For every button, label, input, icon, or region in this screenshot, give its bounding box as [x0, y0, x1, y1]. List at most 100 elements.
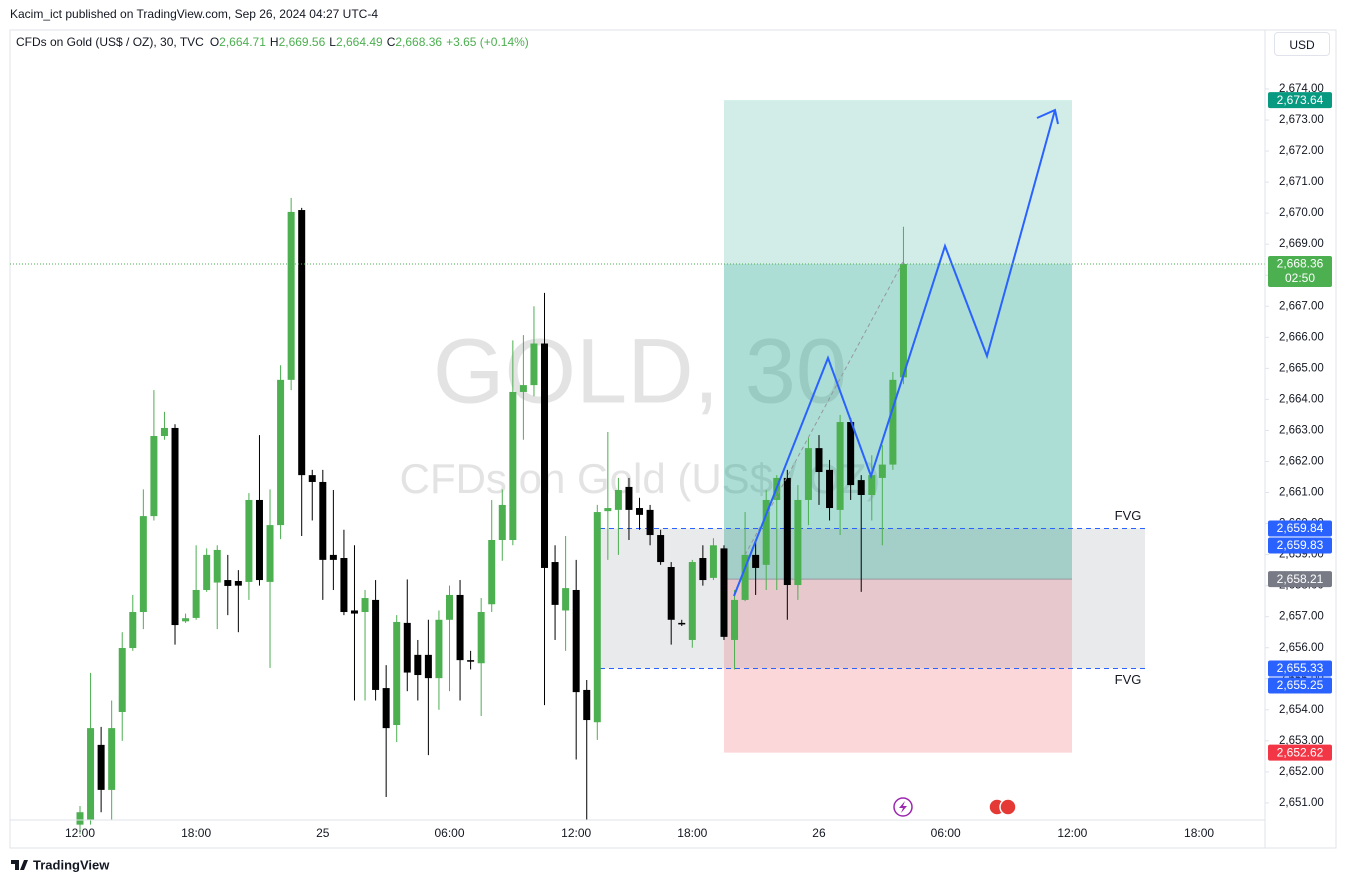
price-label-box — [1268, 677, 1332, 694]
price-label: 2,658.21 — [1277, 572, 1324, 586]
ohlc-key: L — [329, 35, 336, 49]
candle-body — [709, 545, 717, 578]
candle-body — [477, 612, 485, 664]
price-label-box — [1268, 571, 1332, 588]
candle-body — [319, 481, 327, 560]
price-label-box — [1268, 660, 1332, 677]
candle-body — [826, 469, 834, 509]
price-label: 2,652.62 — [1277, 745, 1324, 759]
ohlc-key: O — [209, 35, 220, 49]
candle-body — [614, 490, 622, 510]
candle-body — [118, 648, 126, 712]
candle-body — [76, 812, 84, 825]
target-zone — [724, 100, 1072, 580]
y-tick-label: 2,671.00 — [1279, 176, 1324, 188]
projection-path — [733, 109, 1056, 597]
candle-body — [277, 379, 285, 526]
candle-body — [171, 427, 179, 626]
watermark: GOLD, 30 CFDs on Gold (US$ / OZ) — [400, 320, 881, 502]
candle-body — [794, 499, 802, 586]
ohlc-value: 2,664.49 — [335, 35, 383, 49]
y-tick-label: 2,667.00 — [1279, 300, 1324, 312]
price-label: 2,659.83 — [1277, 538, 1324, 552]
ohlc-key: H — [269, 35, 279, 49]
candle-body — [203, 554, 211, 590]
price-label: 2,673.64 — [1277, 93, 1324, 107]
x-tick-label: 12:00 — [65, 826, 95, 840]
projection-arrowhead — [1036, 108, 1059, 125]
price-label-box — [1268, 92, 1332, 109]
candle-body — [393, 621, 401, 726]
candle-body — [878, 464, 886, 478]
y-tick-label: 2,651.00 — [1279, 797, 1324, 809]
price-label-box — [1268, 520, 1332, 537]
candle-body — [667, 567, 675, 620]
price-label-countdown: 02:50 — [1285, 271, 1315, 285]
candle-body — [160, 427, 168, 437]
symbol-legend: CFDs on Gold (US$ / OZ), 30, TVC O2,664.… — [16, 35, 529, 49]
y-tick-label: 2,652.00 — [1279, 766, 1324, 778]
fvg-label: FVG — [1115, 508, 1142, 523]
zones: FVG FVG — [600, 100, 1145, 753]
candle-body — [530, 343, 538, 386]
y-tick-label: 2,664.00 — [1279, 393, 1324, 405]
event-icon-bolt — [899, 801, 907, 813]
candle-body — [329, 554, 337, 560]
x-tick-label: 06:00 — [931, 826, 961, 840]
candle-body — [498, 504, 506, 541]
watermark-symbol: GOLD, 30 — [433, 320, 847, 422]
candle-body — [762, 499, 770, 565]
candle-body — [815, 448, 823, 473]
candle-body — [488, 540, 496, 605]
y-tick-label: 2,663.00 — [1279, 424, 1324, 436]
x-tick-label: 18:00 — [677, 826, 707, 840]
candle-body — [382, 688, 390, 729]
candle-body — [87, 728, 95, 820]
candle-body — [224, 580, 232, 586]
candle-body — [266, 525, 274, 582]
candle-body — [551, 562, 559, 605]
candle-body — [509, 391, 517, 541]
y-tick-label: 2,670.00 — [1279, 207, 1324, 219]
candle-body — [108, 728, 116, 790]
axes: 12:00 18:00 25 06:00 12:00 18:00 26 06:00 12:00 1… — [65, 83, 1332, 840]
candle-body — [129, 612, 137, 649]
ohlc-value: 2,664.71 — [219, 35, 266, 49]
price-label: 2,668.36 — [1277, 257, 1324, 271]
y-tick-label: 2,666.00 — [1279, 331, 1324, 343]
symbol-name: CFDs on Gold (US$ / OZ), 30, TVC — [16, 35, 204, 49]
candle-body — [678, 622, 686, 625]
price-label: 2,659.84 — [1277, 521, 1324, 535]
publisher-line: Kacim_ict published on TradingView.com, … — [10, 7, 378, 21]
ohlc-legend: O2,664.71 H2,669.56 L2,664.49 C2,668.36 — [210, 35, 442, 49]
y-tick-label: 2,673.00 — [1279, 114, 1324, 126]
ohlc-item: C2,668.36 — [387, 35, 442, 49]
candle-body — [836, 422, 844, 510]
candle-body — [424, 654, 432, 679]
price-label: 2,655.33 — [1277, 661, 1324, 675]
candle-body — [456, 594, 464, 661]
flag-icon[interactable] — [999, 798, 1017, 816]
candle-body — [741, 554, 749, 600]
candle-body — [150, 436, 158, 517]
y-tick-label: 2,654.00 — [1279, 704, 1324, 716]
candles — [76, 197, 907, 834]
candle-body — [97, 744, 105, 790]
fvg-zone — [600, 528, 1145, 669]
candle-body — [857, 480, 865, 495]
ohlc-item: O2,664.71 — [210, 35, 266, 49]
x-tick-label: 18:00 — [1184, 826, 1214, 840]
candle-body — [593, 512, 601, 723]
candle-body — [139, 516, 147, 613]
candle-body — [234, 580, 242, 586]
candle-body — [213, 549, 221, 583]
candle-body — [720, 548, 728, 637]
y-tick-label: 2,657.00 — [1279, 611, 1324, 623]
currency-button[interactable]: USD — [1274, 32, 1330, 56]
y-tick-label: 2,661.00 — [1279, 487, 1324, 499]
candle-body — [255, 499, 263, 581]
x-tick-label: 12:00 — [1057, 826, 1087, 840]
x-tick-label: 18:00 — [181, 826, 211, 840]
